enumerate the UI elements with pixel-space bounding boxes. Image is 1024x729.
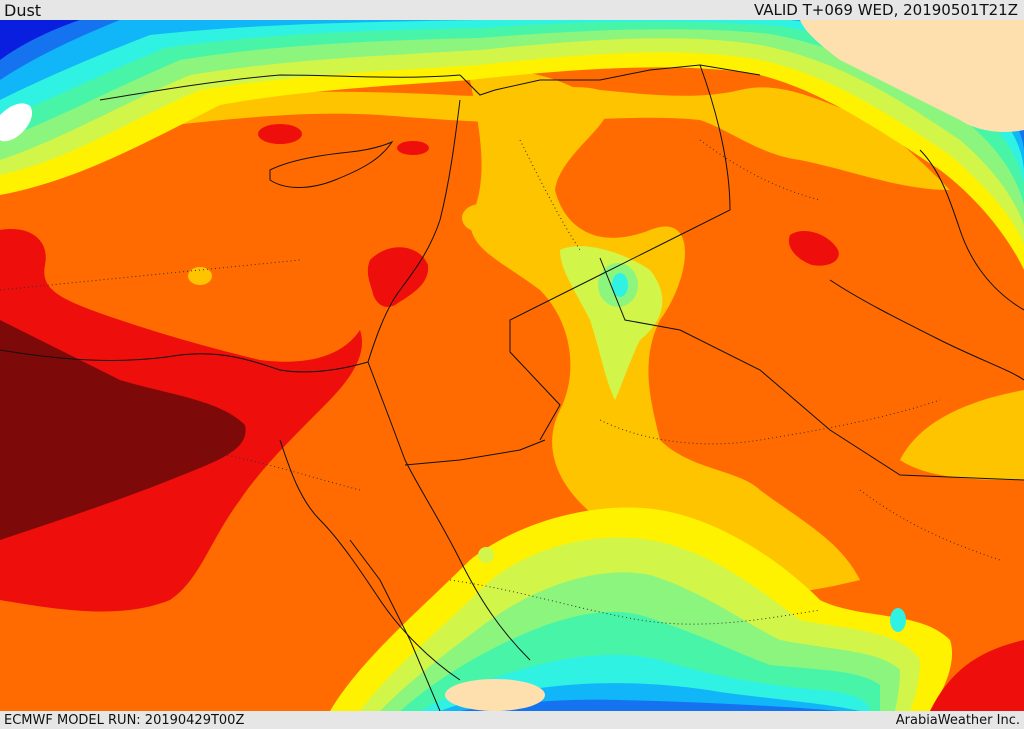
boundary-jordan-iraq <box>509 294 561 441</box>
blue-south <box>460 699 840 711</box>
cyan-yemen-blob <box>890 608 906 632</box>
header-bar <box>0 0 1024 20</box>
red-southeast-core <box>930 640 1024 711</box>
dotted-border-7 <box>859 489 1001 561</box>
amber-small-blob <box>188 267 212 285</box>
yellowgreen-north <box>0 20 1024 245</box>
coast-north-africa <box>0 349 369 373</box>
coast-red-sea-west <box>279 439 461 681</box>
dotted-border-5 <box>699 139 821 201</box>
red-crete-core <box>258 124 302 144</box>
model-run-label: ECMWF MODEL RUN: 20190429T00Z <box>4 713 245 728</box>
coast-turkey-south <box>99 74 461 101</box>
boundary-egypt-israel <box>367 361 406 461</box>
coast-persian-gulf <box>829 279 1024 381</box>
dotted-border-3 <box>599 399 941 445</box>
red-sinai-core <box>367 247 429 307</box>
coast-iran <box>919 149 1024 311</box>
red-iran-core <box>788 230 839 266</box>
dotted-internal-borders <box>0 139 1001 625</box>
boundary-saudi-jordan <box>404 439 546 466</box>
boundary-turkey-syria <box>459 64 761 96</box>
amber-plume <box>470 71 860 597</box>
valid-time-label: VALID T+069 WED, 20190501T21Z <box>753 1 1018 19</box>
amber-lebanon-blob <box>462 204 498 232</box>
amber-east-lobe <box>900 390 1024 480</box>
credit-label: ArabiaWeather Inc. <box>895 713 1020 728</box>
cyan-iraq-blob <box>612 273 628 297</box>
coast-levant <box>367 99 461 363</box>
nodata-northeast <box>800 20 1024 132</box>
red-levant-core <box>397 141 429 155</box>
yellow-north-band <box>0 20 1024 270</box>
footer-bar <box>0 711 1024 729</box>
boundary-egypt-sudan <box>349 539 441 711</box>
dust-forecast-map <box>0 20 1024 711</box>
coast-cyprus <box>269 140 394 188</box>
yellowgreen-redsea-blob <box>478 547 494 563</box>
map-title: Dust <box>4 1 42 20</box>
coast-red-sea-east <box>404 459 531 661</box>
boundary-syria-iraq <box>559 64 731 296</box>
dotted-border-2 <box>519 139 581 251</box>
amber-top-band <box>130 87 950 190</box>
nodata-south-patch <box>445 679 545 711</box>
darkred-core <box>0 320 246 540</box>
country-boundaries <box>0 64 1024 711</box>
boundary-iraq-saudi <box>599 257 1024 481</box>
white-no-data-nw <box>0 103 33 142</box>
